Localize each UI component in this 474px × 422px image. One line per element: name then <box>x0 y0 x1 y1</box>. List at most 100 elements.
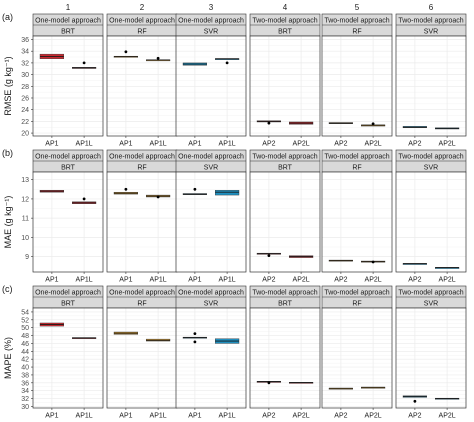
y-tick-label: 24 <box>21 107 29 114</box>
facet-approach-label: Two-model approach <box>324 154 389 161</box>
y-tick-label: 42 <box>21 357 29 364</box>
facet-approach-label: Two-model approach <box>398 18 463 25</box>
y-tick-label: 32 <box>21 396 29 403</box>
outlier-point <box>371 260 375 264</box>
x-tick-label: AP2 <box>262 413 275 420</box>
panel-border <box>32 35 104 137</box>
facet-model-label: SVR <box>424 29 438 36</box>
facet-model-label: SVR <box>204 165 218 172</box>
facet-approach-label: One-model approach <box>109 290 175 297</box>
panel-border <box>32 307 104 409</box>
x-tick-label: AP1 <box>119 413 132 420</box>
facet-model-label: RF <box>137 165 146 172</box>
column-number: 2 <box>140 3 145 12</box>
row-tag: (b) <box>2 148 13 158</box>
y-tick-label: 13 <box>21 177 29 184</box>
plot-background <box>107 172 177 272</box>
x-tick-label: AP1 <box>188 141 201 148</box>
plot-background <box>33 172 103 272</box>
outlier-point <box>124 187 128 191</box>
x-tick-label: AP1L <box>150 413 167 420</box>
plot-background <box>396 172 466 272</box>
facet-approach-label: Two-model approach <box>324 18 389 25</box>
y-tick-label: 22 <box>21 119 29 126</box>
plot-background <box>176 172 246 272</box>
facet-model-label: RF <box>352 301 361 308</box>
facet-panel: Two-model approach BRT AP2 AP2L <box>249 285 321 420</box>
column-number: 4 <box>283 3 288 12</box>
facet-panel: One-model approach RF AP1 AP1L <box>106 149 178 284</box>
facet-model-label: BRT <box>278 165 293 172</box>
facet-approach-label: One-model approach <box>178 18 244 25</box>
panel-border <box>32 171 104 273</box>
x-tick-label: AP1 <box>188 413 201 420</box>
x-tick-label: AP2L <box>293 141 310 148</box>
panel-border <box>321 307 393 409</box>
facet-approach-label: One-model approach <box>35 18 101 25</box>
facet-model-label: BRT <box>278 301 293 308</box>
plot-background <box>107 308 177 408</box>
facet-approach-label: Two-model approach <box>252 18 317 25</box>
outlier-point <box>413 399 417 403</box>
y-tick-label: 46 <box>21 341 29 348</box>
x-tick-label: AP2 <box>408 141 421 148</box>
panel-border <box>249 171 321 273</box>
outlier-point <box>82 197 86 201</box>
y-tick-label: 36 <box>21 380 29 387</box>
facet-model-label: BRT <box>278 29 293 36</box>
panel-border <box>395 35 467 137</box>
box <box>214 190 240 196</box>
facet-panel: One-model approach BRT AP1 AP1L <box>32 149 104 284</box>
x-tick-label: AP2L <box>293 413 310 420</box>
plot-background <box>322 172 392 272</box>
facet-panel: One-model approach BRT AP1 AP1L <box>32 285 104 420</box>
facet-model-label: SVR <box>424 165 438 172</box>
x-tick-label: AP2L <box>365 277 382 284</box>
x-tick-label: AP2L <box>365 141 382 148</box>
facet-approach-label: One-model approach <box>35 154 101 161</box>
panel-border <box>249 307 321 409</box>
facet-model-label: SVR <box>204 301 218 308</box>
x-tick-label: AP1L <box>76 277 93 284</box>
facet-model-label: SVR <box>424 301 438 308</box>
outlier-point <box>193 187 197 191</box>
y-tick-label: 38 <box>21 372 29 379</box>
row-tag: (c) <box>2 284 13 294</box>
y-tick-label: 11 <box>22 216 29 223</box>
x-tick-label: AP1 <box>45 413 58 420</box>
facet-panel: Two-model approach RF AP2 AP2L <box>321 285 393 420</box>
x-tick-label: AP1L <box>219 413 236 420</box>
y-tick-label: 30 <box>21 72 29 79</box>
x-tick-label: AP2 <box>334 141 347 148</box>
y-tick-label: 30 <box>21 404 29 411</box>
x-tick-label: AP2 <box>334 277 347 284</box>
x-tick-label: AP2 <box>334 413 347 420</box>
panel-border <box>175 35 247 137</box>
x-tick-label: AP2 <box>408 277 421 284</box>
y-tick-label: 20 <box>21 131 29 138</box>
outlier-point <box>124 50 128 54</box>
y-tick-label: 32 <box>21 60 29 67</box>
facet-approach-label: Two-model approach <box>398 154 463 161</box>
x-tick-label: AP2L <box>293 277 310 284</box>
outlier-point <box>156 195 160 199</box>
x-tick-label: AP1L <box>76 141 93 148</box>
facet-panel: One-model approach SVR AP1 AP1L <box>175 13 247 148</box>
facet-model-label: BRT <box>61 301 76 308</box>
facet-panel: One-model approach BRT AP1 AP1L <box>32 13 104 148</box>
column-number: 5 <box>355 3 360 12</box>
facet-model-label: BRT <box>61 29 76 36</box>
plot-background <box>250 308 320 408</box>
plot-background <box>176 308 246 408</box>
x-tick-label: AP2L <box>439 413 456 420</box>
facet-approach-label: Two-model approach <box>324 290 389 297</box>
facet-model-label: BRT <box>61 165 76 172</box>
outlier-point <box>82 61 86 65</box>
facet-panel: Two-model approach BRT AP2 AP2L <box>249 13 321 148</box>
panel-border <box>175 307 247 409</box>
x-tick-label: AP1L <box>150 141 167 148</box>
facet-model-label: RF <box>352 29 361 36</box>
column-number: 1 <box>66 3 71 12</box>
y-tick-label: 28 <box>21 84 29 91</box>
